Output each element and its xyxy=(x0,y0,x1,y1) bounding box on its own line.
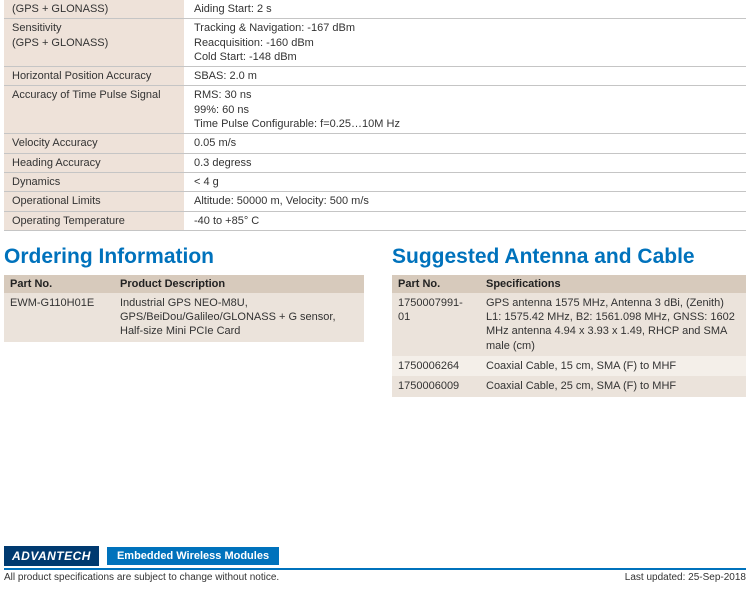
spec-label: Heading Accuracy xyxy=(4,153,184,172)
antenna-partno: 1750006264 xyxy=(392,356,480,376)
spec-table: (GPS + GLONASS)Aiding Start: 2 sSensitiv… xyxy=(4,0,746,231)
antenna-title: Suggested Antenna and Cable xyxy=(392,245,746,269)
ordering-row: EWM-G110H01EIndustrial GPS NEO-M8U, GPS/… xyxy=(4,293,364,342)
spec-row: Operational LimitsAltitude: 50000 m, Vel… xyxy=(4,192,746,211)
spec-value: RMS: 30 ns99%: 60 nsTime Pulse Configura… xyxy=(184,86,746,134)
antenna-spec: GPS antenna 1575 MHz, Antenna 3 dBi, (Ze… xyxy=(480,293,746,356)
spec-label: Operating Temperature xyxy=(4,211,184,230)
antenna-row: 1750006264Coaxial Cable, 15 cm, SMA (F) … xyxy=(392,356,746,376)
spec-row: (GPS + GLONASS)Aiding Start: 2 s xyxy=(4,0,746,19)
antenna-partno: 1750007991-01 xyxy=(392,293,480,356)
spec-label: (GPS + GLONASS) xyxy=(4,0,184,19)
footer: ADVANTECH Embedded Wireless Modules All … xyxy=(0,546,750,583)
spec-value: Tracking & Navigation: -167 dBmReacquisi… xyxy=(184,19,746,67)
spec-row: Horizontal Position AccuracySBAS: 2.0 m xyxy=(4,67,746,86)
spec-value: Altitude: 50000 m, Velocity: 500 m/s xyxy=(184,192,746,211)
antenna-row: 1750006009Coaxial Cable, 25 cm, SMA (F) … xyxy=(392,376,746,396)
spec-value: 0.05 m/s xyxy=(184,134,746,153)
footer-updated: Last updated: 25-Sep-2018 xyxy=(625,572,746,583)
ordering-desc: Industrial GPS NEO-M8U, GPS/BeiDou/Galil… xyxy=(114,293,364,342)
ordering-table: Part No. Product Description EWM-G110H01… xyxy=(4,275,364,342)
antenna-spec: Coaxial Cable, 25 cm, SMA (F) to MHF xyxy=(480,376,746,396)
brand-logo: ADVANTECH xyxy=(4,546,99,566)
ordering-partno: EWM-G110H01E xyxy=(4,293,114,342)
spec-label: Dynamics xyxy=(4,172,184,191)
ordering-title: Ordering Information xyxy=(4,245,364,269)
spec-label: Sensitivity(GPS + GLONASS) xyxy=(4,19,184,67)
spec-label: Operational Limits xyxy=(4,192,184,211)
spec-label: Accuracy of Time Pulse Signal xyxy=(4,86,184,134)
antenna-header-spec: Specifications xyxy=(480,275,746,293)
spec-value: < 4 g xyxy=(184,172,746,191)
antenna-header-partno: Part No. xyxy=(392,275,480,293)
spec-value: -40 to +85° C xyxy=(184,211,746,230)
antenna-spec: Coaxial Cable, 15 cm, SMA (F) to MHF xyxy=(480,356,746,376)
spec-row: Operating Temperature-40 to +85° C xyxy=(4,211,746,230)
antenna-row: 1750007991-01GPS antenna 1575 MHz, Anten… xyxy=(392,293,746,356)
ordering-header-partno: Part No. xyxy=(4,275,114,293)
spec-value: 0.3 degress xyxy=(184,153,746,172)
footer-disclaimer: All product specifications are subject t… xyxy=(4,572,279,583)
spec-row: Accuracy of Time Pulse SignalRMS: 30 ns9… xyxy=(4,86,746,134)
spec-row: Heading Accuracy0.3 degress xyxy=(4,153,746,172)
spec-label: Velocity Accuracy xyxy=(4,134,184,153)
footer-category: Embedded Wireless Modules xyxy=(107,547,279,565)
antenna-table: Part No. Specifications 1750007991-01GPS… xyxy=(392,275,746,397)
spec-value: SBAS: 2.0 m xyxy=(184,67,746,86)
ordering-header-desc: Product Description xyxy=(114,275,364,293)
spec-value: Aiding Start: 2 s xyxy=(184,0,746,19)
spec-row: Dynamics< 4 g xyxy=(4,172,746,191)
spec-label: Horizontal Position Accuracy xyxy=(4,67,184,86)
spec-row: Sensitivity(GPS + GLONASS)Tracking & Nav… xyxy=(4,19,746,67)
antenna-partno: 1750006009 xyxy=(392,376,480,396)
spec-row: Velocity Accuracy0.05 m/s xyxy=(4,134,746,153)
